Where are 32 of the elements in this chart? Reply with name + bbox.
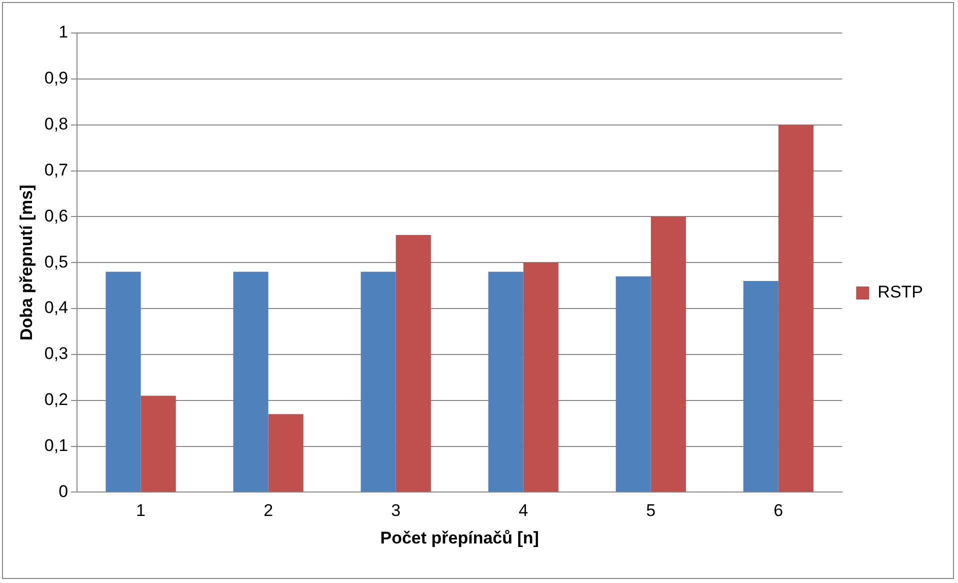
bar (396, 235, 431, 492)
y-tick-label: 0,1 (44, 436, 68, 455)
y-tick-label: 0,5 (44, 252, 68, 272)
x-tick-label: 2 (264, 501, 274, 520)
x-tick-label: 4 (518, 501, 528, 520)
x-axis-title: Počet přepínačů [n] (380, 528, 539, 548)
bar (360, 272, 396, 492)
y-tick-label: 0,9 (44, 68, 68, 88)
bar (743, 280, 778, 492)
bar (523, 262, 558, 492)
bar (106, 272, 141, 492)
legend-label: RSTP (878, 282, 924, 302)
bar (616, 276, 651, 492)
bar (488, 272, 524, 492)
bar (778, 124, 814, 492)
y-tick-label: 0 (58, 482, 68, 501)
y-tick-label: 1 (58, 22, 68, 42)
bar (268, 414, 304, 492)
bar (140, 396, 176, 492)
y-tick-label: 0,4 (44, 298, 68, 318)
bar (650, 216, 686, 492)
y-tick-label: 0,2 (44, 390, 68, 410)
x-tick-label: 6 (774, 501, 784, 520)
x-tick-label: 1 (136, 501, 146, 520)
x-tick-label: 5 (646, 501, 656, 520)
x-tick-label: 3 (391, 501, 401, 520)
y-tick-label: 0,3 (44, 344, 68, 364)
y-axis-title: Doba přepnutí [ms] (16, 184, 36, 341)
y-tick-label: 0,8 (44, 114, 68, 134)
y-tick-label: 0,6 (44, 206, 68, 226)
y-tick-label: 0,7 (44, 160, 68, 180)
bar (233, 272, 268, 492)
